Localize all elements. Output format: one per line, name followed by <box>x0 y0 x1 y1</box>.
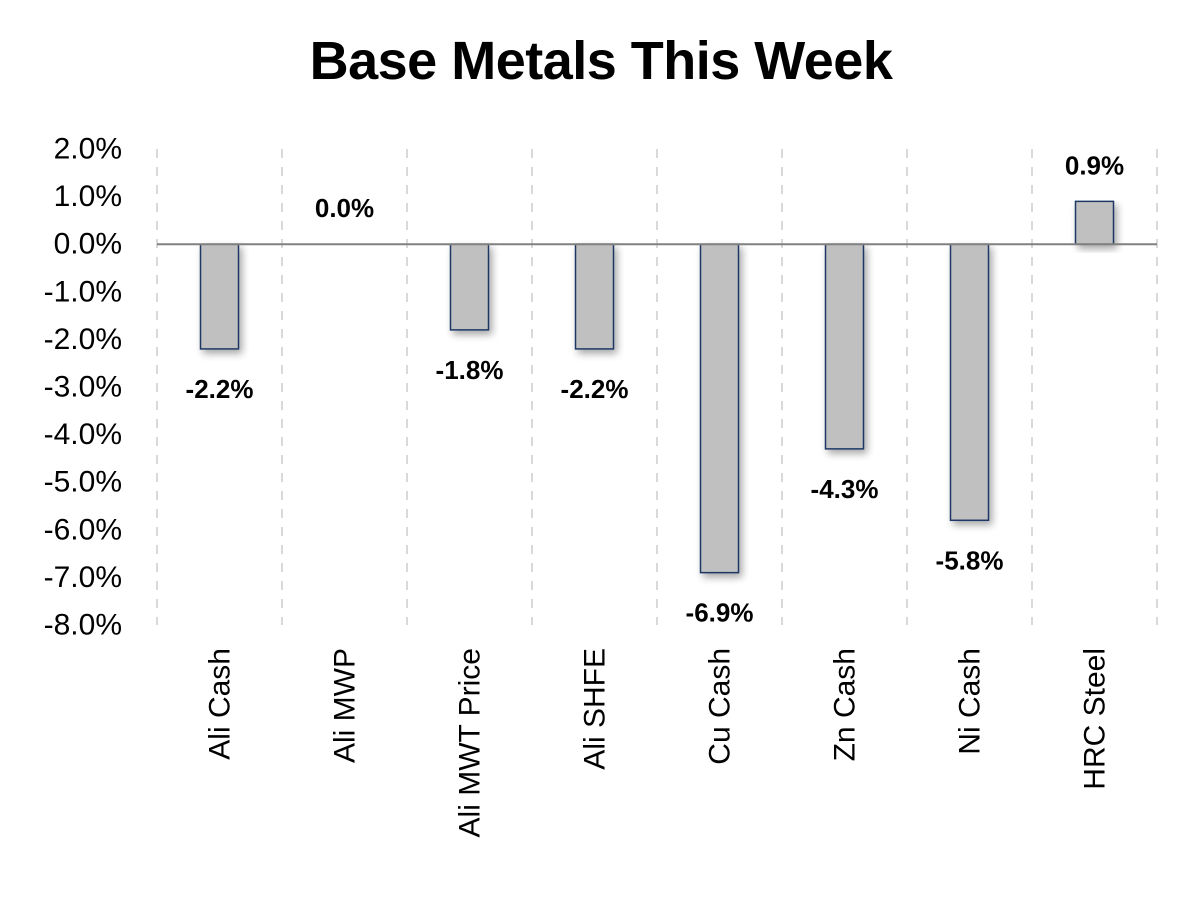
x-axis-ticks: Ali Cash Ali MWP Ali MWT Price Ali SHFE Cu C… <box>204 648 1112 837</box>
x-tick-label: Ni Cash <box>954 648 987 755</box>
bar <box>449 243 490 331</box>
chart-title: Base Metals This Week <box>309 31 893 91</box>
data-label: -1.8% <box>436 355 504 385</box>
x-tick-label: Ali MWT Price <box>454 648 487 837</box>
data-label: -4.3% <box>811 474 879 504</box>
y-tick-label: -4.0% <box>44 418 122 451</box>
bar <box>824 243 865 450</box>
bars <box>199 200 1115 574</box>
bar <box>1074 200 1115 245</box>
data-label: -5.8% <box>936 545 1004 575</box>
data-label: 0.0% <box>315 193 374 223</box>
data-label: -2.2% <box>186 374 254 404</box>
x-tick-label: Ali Cash <box>204 648 237 760</box>
data-label: -6.9% <box>686 598 754 628</box>
bar <box>574 243 615 350</box>
y-tick-label: 0.0% <box>54 228 122 261</box>
x-tick-label: Ali SHFE <box>579 648 612 770</box>
data-labels: -2.2% 0.0% -1.8% -2.2% -6.9% -4.3% -5.8% 0.9% <box>186 150 1125 627</box>
x-tick-label: HRC Steel <box>1079 648 1112 790</box>
y-axis-ticks: 2.0% 1.0% 0.0% -1.0% -2.0% -3.0% -4.0% -5.0% -6.… <box>44 133 122 642</box>
x-tick-label: Ali MWP <box>329 648 362 763</box>
data-label: -2.2% <box>561 374 629 404</box>
x-tick-label: Cu Cash <box>704 648 737 765</box>
y-tick-label: -1.0% <box>44 275 122 308</box>
y-tick-label: -2.0% <box>44 323 122 356</box>
x-tick-label: Zn Cash <box>829 648 862 761</box>
y-tick-label: -5.0% <box>44 466 122 499</box>
y-tick-label: -8.0% <box>44 609 122 642</box>
y-tick-label: 2.0% <box>54 133 122 166</box>
bar <box>699 243 740 574</box>
y-tick-label: -6.0% <box>44 513 122 546</box>
data-label: 0.9% <box>1065 150 1124 180</box>
bar <box>199 243 240 350</box>
y-tick-label: -7.0% <box>44 561 122 594</box>
y-tick-label: 1.0% <box>54 180 122 213</box>
y-tick-label: -3.0% <box>44 371 122 404</box>
bar <box>949 243 990 522</box>
gridlines <box>156 149 1158 625</box>
